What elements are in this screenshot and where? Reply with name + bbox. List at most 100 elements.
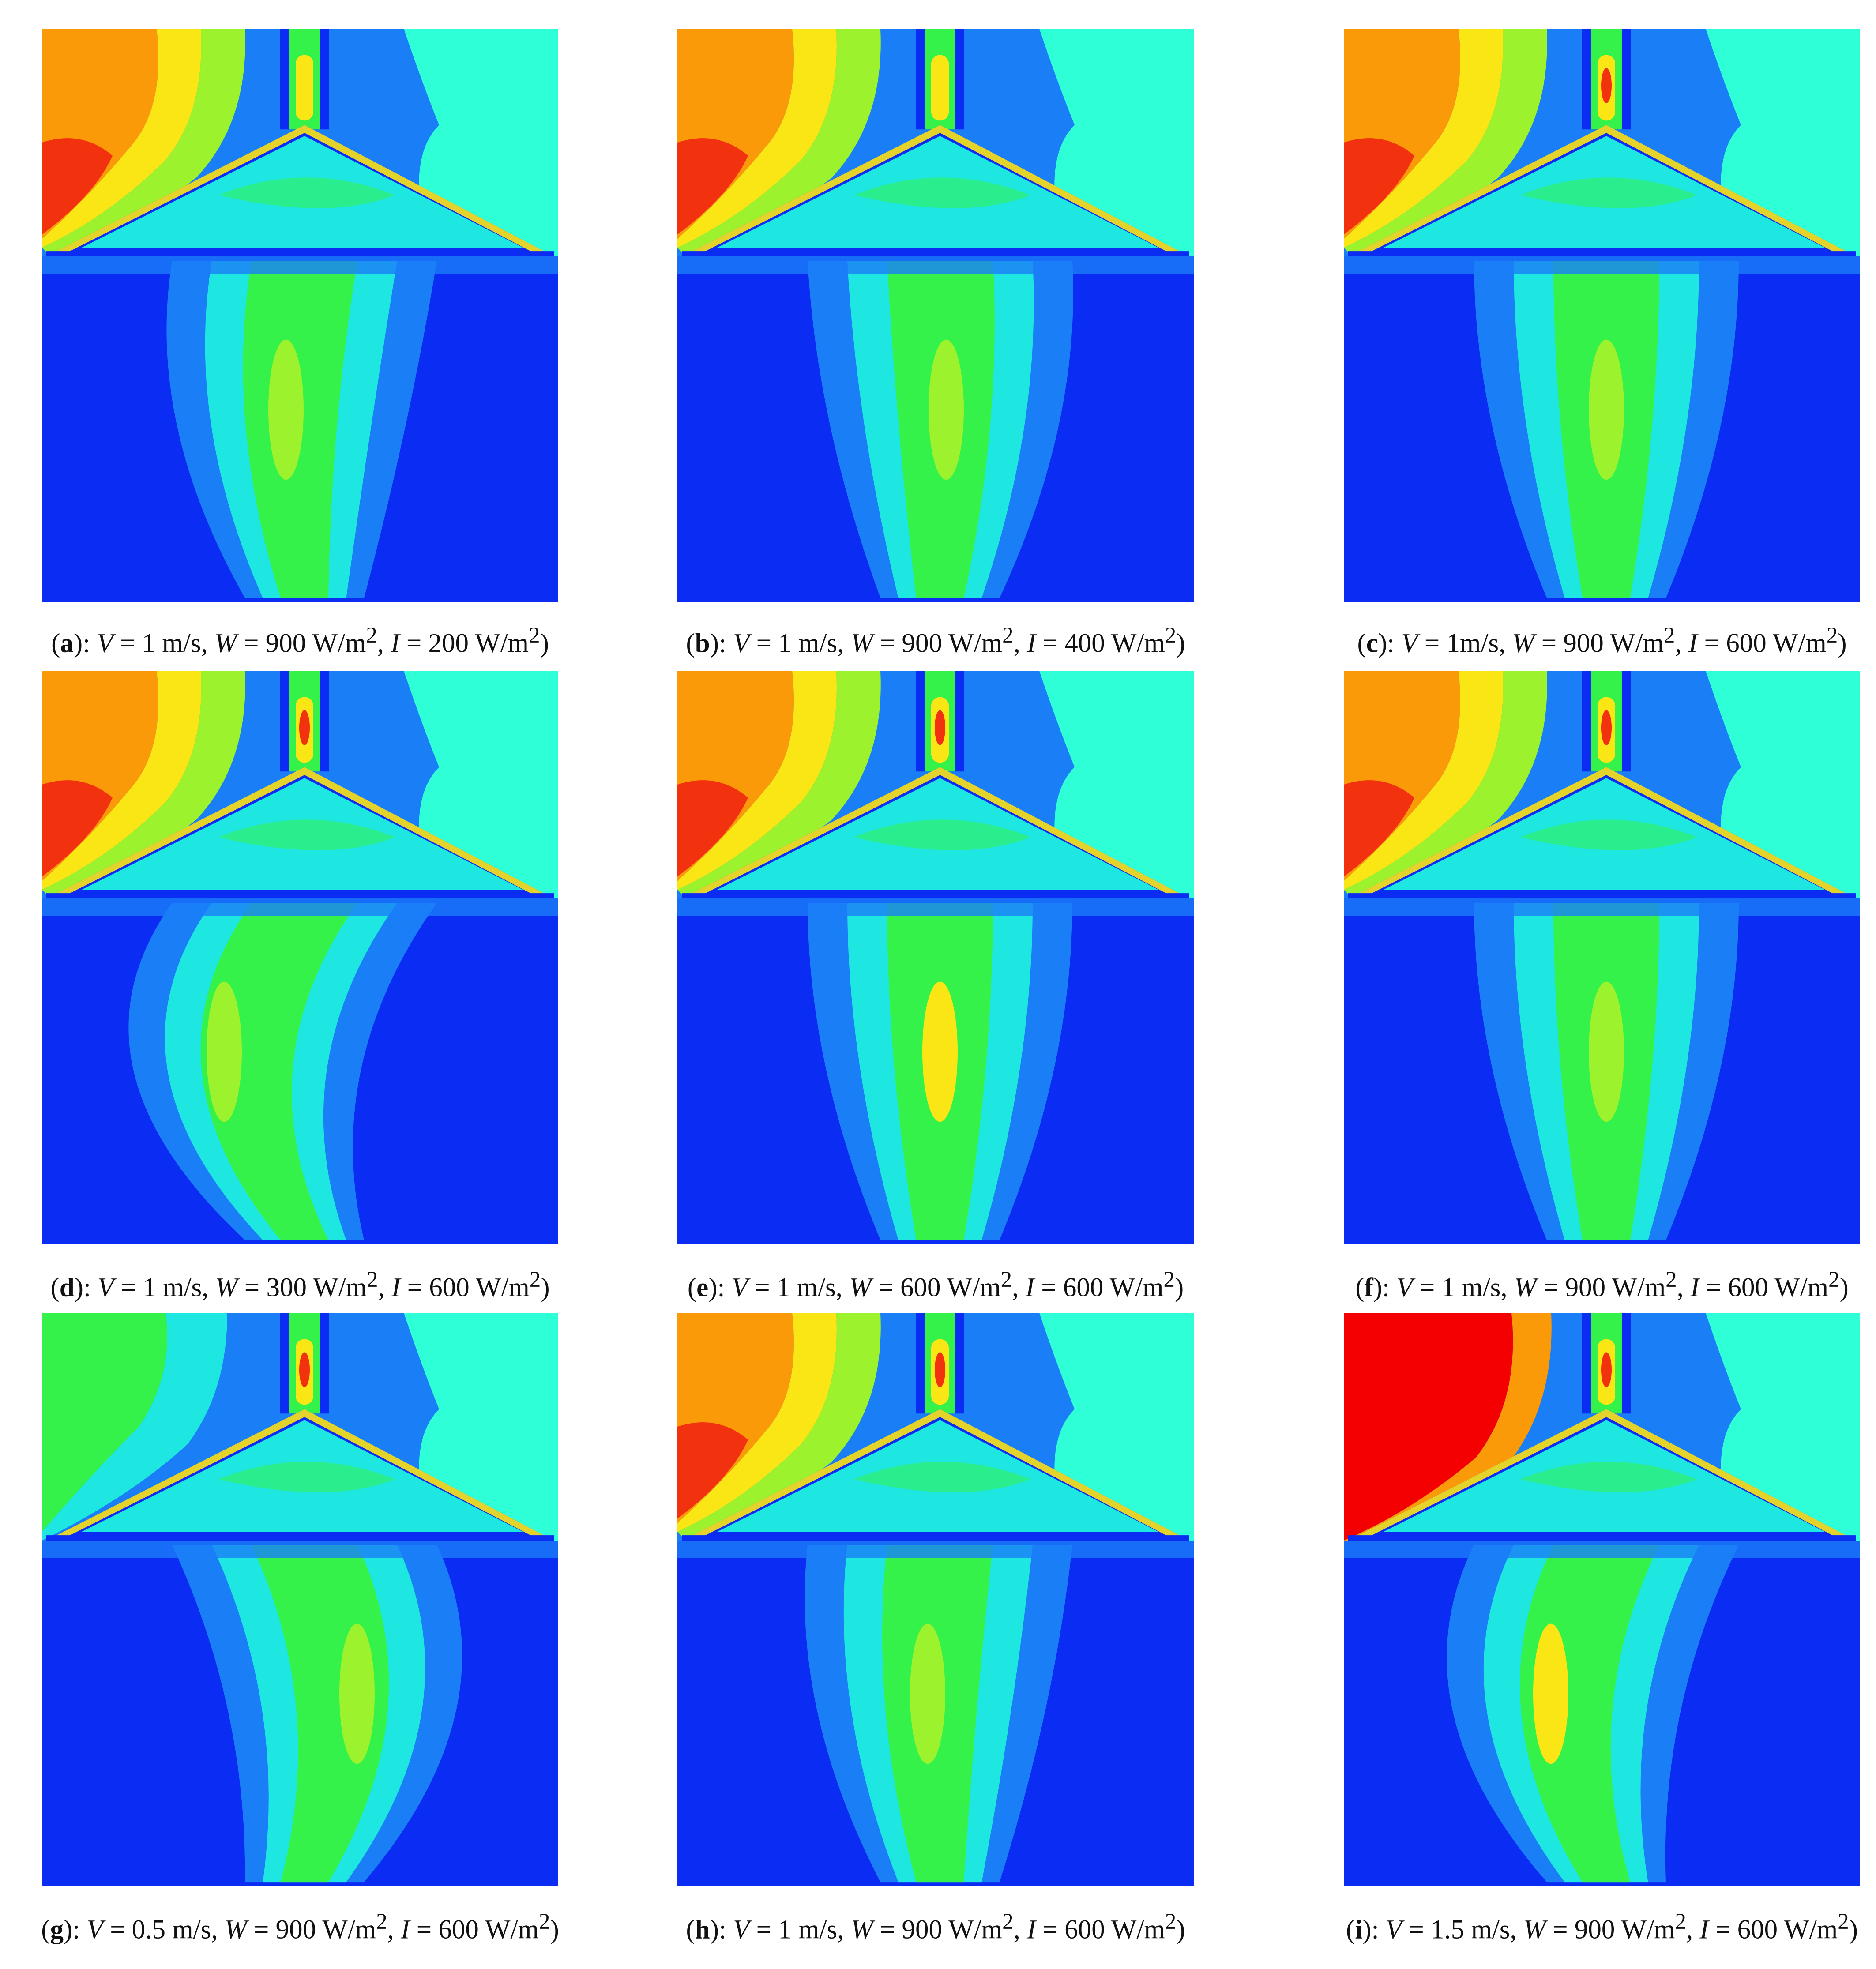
plume-core [268,339,304,480]
caption-w-var: W [214,628,237,658]
caption-w-eq: = [1536,1273,1565,1303]
caption-comma-1: , [835,1273,850,1303]
collector-inner-green [218,1462,395,1492]
caption-w-eq: = [872,1273,901,1303]
caption-w-eq: = [1545,1915,1575,1945]
caption-i-value: 600 W/m [1064,1915,1165,1945]
caption-w-value: 900 W/m [265,628,366,658]
hot-zone-left-core [1344,138,1414,235]
caption-sep: ): [1378,628,1402,658]
chimney-core [296,55,313,121]
caption-v-value: 1 m/s [1441,1273,1501,1303]
hot-zone-yellow [1344,671,1503,890]
caption-w-var: W [849,1273,872,1303]
caption-i-sup: 2 [1163,1267,1175,1292]
caption-label: g [50,1915,64,1945]
base-strip [677,898,1194,916]
hot-zone-left-core [677,138,748,235]
caption-open: ( [51,628,60,658]
hot-zone-left-core [677,780,748,877]
caption-w-eq: = [1534,628,1564,658]
caption-i-sup: 2 [529,1267,541,1292]
plume-core [910,1623,945,1764]
caption-i-var: I [1688,628,1698,658]
caption-comma-1: , [1499,628,1512,658]
caption-close: ) [550,1915,559,1945]
caption-i-eq: = [1697,628,1726,658]
caption-i-eq: = [399,628,429,658]
collector-inner-green [1520,819,1697,850]
caption-i-value: 600 W/m [1728,1273,1829,1303]
chimney-hot-spot [1601,710,1612,745]
caption-comma-1: , [201,628,214,658]
caption-close: ) [1176,1915,1185,1945]
caption-comma-2: , [1012,1273,1026,1303]
caption-i-sup: 2 [1826,623,1838,647]
caption-v-var: V [1385,1915,1402,1945]
caption-w-value: 300 W/m [266,1273,367,1303]
caption-i-eq: = [400,1273,429,1303]
caption-close: ) [1176,628,1185,658]
caption-open: ( [41,1915,50,1945]
caption-w-sup: 2 [1002,623,1014,647]
caption-label: f [1364,1273,1373,1303]
caption-v-var: V [1396,1273,1413,1303]
plume-core [1589,981,1624,1122]
caption-v-value: 1.5 m/s [1430,1915,1510,1945]
caption-close: ) [1174,1273,1184,1303]
hot-zone-yellow [42,671,201,890]
caption-i-value: 600 W/m [429,1273,530,1303]
caption-v-value: 1 m/s [142,628,201,658]
panel-caption-c: (c): V = 1m/s, W = 900 W/m2, I = 600 W/m… [1317,622,1876,659]
collector-inner-green [854,819,1030,850]
caption-label: i [1355,1915,1363,1945]
collector-inner-green [854,177,1030,208]
caption-close: ) [540,628,549,658]
contour-panel-h [677,1313,1194,1886]
caption-v-var: V [733,1915,750,1945]
caption-i-sup: 2 [1165,623,1177,647]
caption-sep: ): [1373,1273,1397,1303]
caption-i-sup: 2 [1838,1909,1849,1934]
caption-i-var: I [1690,1273,1699,1303]
caption-label: a [60,628,74,658]
contour-panel-g [42,1313,558,1886]
hot-zone-left-core [677,1422,748,1519]
caption-label: b [695,628,710,658]
hot-zone-left [1344,1313,1513,1541]
caption-i-value: 600 W/m [1063,1273,1164,1303]
caption-close: ) [1838,628,1847,658]
caption-label: e [696,1273,709,1303]
base-strip [42,1541,558,1558]
panel-caption-i: (i): V = 1.5 m/s, W = 900 W/m2, I = 600 … [1317,1909,1876,1945]
hot-zone-left-core [42,780,113,877]
caption-sep: ): [1362,1915,1386,1945]
caption-v-var: V [97,628,113,658]
caption-w-sup: 2 [1665,1267,1677,1292]
caption-open: ( [686,628,695,658]
caption-w-eq: = [873,628,902,658]
caption-close: ) [1839,1273,1849,1303]
caption-v-value: 1 m/s [778,1915,838,1945]
hot-zone-left-mid [42,1313,227,1541]
plume-core [922,981,958,1122]
contour-plot [677,671,1194,1244]
caption-i-value: 200 W/m [428,628,529,658]
chimney-hot-spot [299,710,310,745]
caption-i-var: I [1699,1915,1709,1945]
contour-panel-d [42,671,558,1244]
caption-v-eq: = [749,628,778,658]
caption-w-eq: = [247,1915,276,1945]
caption-v-value: 1 m/s [776,1273,836,1303]
plume-core [339,1623,375,1764]
caption-i-eq: = [1036,1915,1065,1945]
hot-zone-left [42,1313,167,1532]
base-strip [42,256,558,274]
contour-plot [42,29,558,602]
caption-w-value: 900 W/m [1565,1273,1666,1303]
caption-comma-2: , [1013,1915,1027,1945]
caption-v-eq: = [1413,1273,1442,1303]
caption-w-value: 900 W/m [275,1915,376,1945]
caption-comma-2: , [378,1273,391,1303]
contour-panel-e [677,671,1194,1244]
